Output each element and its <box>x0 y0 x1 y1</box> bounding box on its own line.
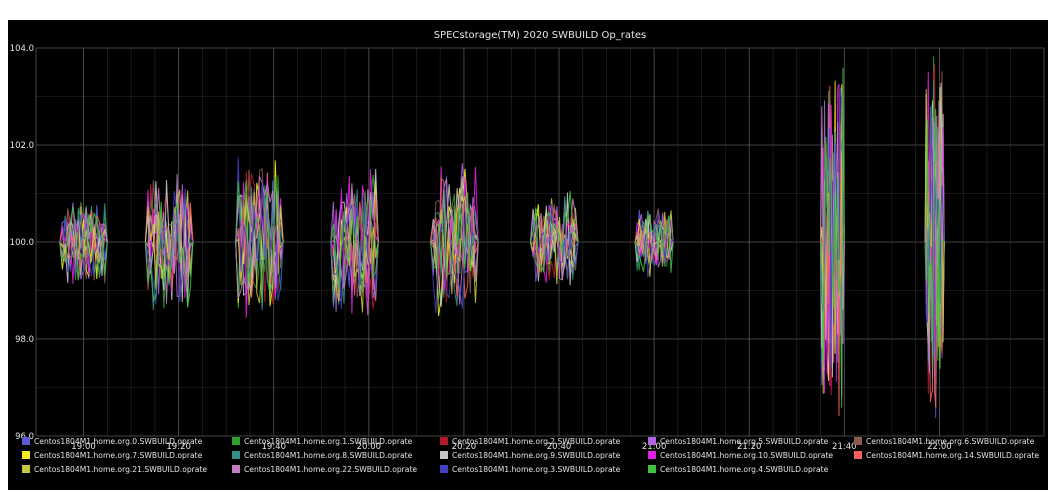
legend-label: Centos1804M1.home.org.21.SWBUILD.oprate <box>34 465 207 474</box>
y-tick-label: 100.0 <box>10 238 34 248</box>
series-line <box>59 71 945 350</box>
x-tick-label: 20:00 <box>357 442 382 452</box>
legend-swatch <box>854 437 862 445</box>
legend-item: Centos1804M1.home.org.9.SWBUILD.oprate <box>440 451 621 460</box>
legend-label: Centos1804M1.home.org.10.SWBUILD.oprate <box>660 451 833 460</box>
legend-label: Centos1804M1.home.org.4.SWBUILD.oprate <box>660 465 829 474</box>
legend-label: Centos1804M1.home.org.1.SWBUILD.oprate <box>244 437 413 446</box>
y-tick-label: 98.0 <box>15 335 34 345</box>
legend-item: Centos1804M1.home.org.0.SWBUILD.oprate <box>22 437 203 446</box>
legend-item: Centos1804M1.home.org.8.SWBUILD.oprate <box>232 451 413 460</box>
x-tick-label: 21:40 <box>832 442 857 452</box>
legend-swatch <box>22 465 30 473</box>
legend-label: Centos1804M1.home.org.8.SWBUILD.oprate <box>244 451 413 460</box>
legend-item: Centos1804M1.home.org.4.SWBUILD.oprate <box>648 465 829 474</box>
legend-item: Centos1804M1.home.org.10.SWBUILD.oprate <box>648 451 833 460</box>
legend-label: Centos1804M1.home.org.14.SWBUILD.oprate <box>866 451 1039 460</box>
series-line <box>59 80 945 369</box>
legend-swatch <box>648 437 656 445</box>
legend-swatch <box>232 451 240 459</box>
y-tick-label: 104.0 <box>10 44 34 54</box>
legend-swatch <box>22 437 30 445</box>
legend-swatch <box>648 465 656 473</box>
legend-item: Centos1804M1.home.org.5.SWBUILD.oprate <box>648 437 829 446</box>
series-lines <box>59 56 945 419</box>
chart-title: SPECstorage(TM) 2020 SWBUILD Op_rates <box>434 30 647 41</box>
x-tick-label: 19:20 <box>166 442 191 452</box>
legend-label: Centos1804M1.home.org.7.SWBUILD.oprate <box>34 451 203 460</box>
y-tick-label: 102.0 <box>10 141 34 151</box>
legend-swatch <box>232 437 240 445</box>
legend: Centos1804M1.home.org.0.SWBUILD.oprate Ce… <box>22 437 1039 474</box>
legend-label: Centos1804M1.home.org.5.SWBUILD.oprate <box>660 437 829 446</box>
legend-swatch <box>232 465 240 473</box>
x-tick-label: 20:20 <box>452 442 477 452</box>
legend-swatch <box>854 451 862 459</box>
x-tick-label: 19:40 <box>261 442 286 452</box>
legend-label: Centos1804M1.home.org.2.SWBUILD.oprate <box>452 437 621 446</box>
x-axis: 19:00 19:20 19:40 20:00 20:20 20:40 21:00 21:20… <box>71 442 951 452</box>
legend-label: Centos1804M1.home.org.3.SWBUILD.oprate <box>452 465 621 474</box>
legend-item: Centos1804M1.home.org.1.SWBUILD.oprate <box>232 437 413 446</box>
legend-item: Centos1804M1.home.org.3.SWBUILD.oprate <box>440 465 621 474</box>
legend-item: Centos1804M1.home.org.14.SWBUILD.oprate <box>854 451 1039 460</box>
legend-swatch <box>440 437 448 445</box>
legend-item: Centos1804M1.home.org.7.SWBUILD.oprate <box>22 451 203 460</box>
legend-item: Centos1804M1.home.org.6.SWBUILD.oprate <box>854 437 1035 446</box>
x-tick-label: 21:00 <box>642 442 667 452</box>
legend-item: Centos1804M1.home.org.22.SWBUILD.oprate <box>232 465 417 474</box>
series-line <box>59 87 945 368</box>
plot-frame <box>35 47 1045 437</box>
legend-item: Centos1804M1.home.org.21.SWBUILD.oprate <box>22 465 207 474</box>
legend-swatch <box>648 451 656 459</box>
legend-label: Centos1804M1.home.org.9.SWBUILD.oprate <box>452 451 621 460</box>
legend-label: Centos1804M1.home.org.22.SWBUILD.oprate <box>244 465 417 474</box>
series-line <box>59 67 945 408</box>
x-tick-label: 19:00 <box>71 442 96 452</box>
series-line <box>59 56 945 347</box>
legend-swatch <box>440 451 448 459</box>
x-tick-label: 22:00 <box>927 442 952 452</box>
legend-label: Centos1804M1.home.org.0.SWBUILD.oprate <box>34 437 203 446</box>
legend-item: Centos1804M1.home.org.2.SWBUILD.oprate <box>440 437 621 446</box>
legend-swatch <box>440 465 448 473</box>
x-tick-label: 20:40 <box>547 442 572 452</box>
legend-label: Centos1804M1.home.org.6.SWBUILD.oprate <box>866 437 1035 446</box>
legend-swatch <box>22 451 30 459</box>
x-tick-label: 21:20 <box>737 442 762 452</box>
